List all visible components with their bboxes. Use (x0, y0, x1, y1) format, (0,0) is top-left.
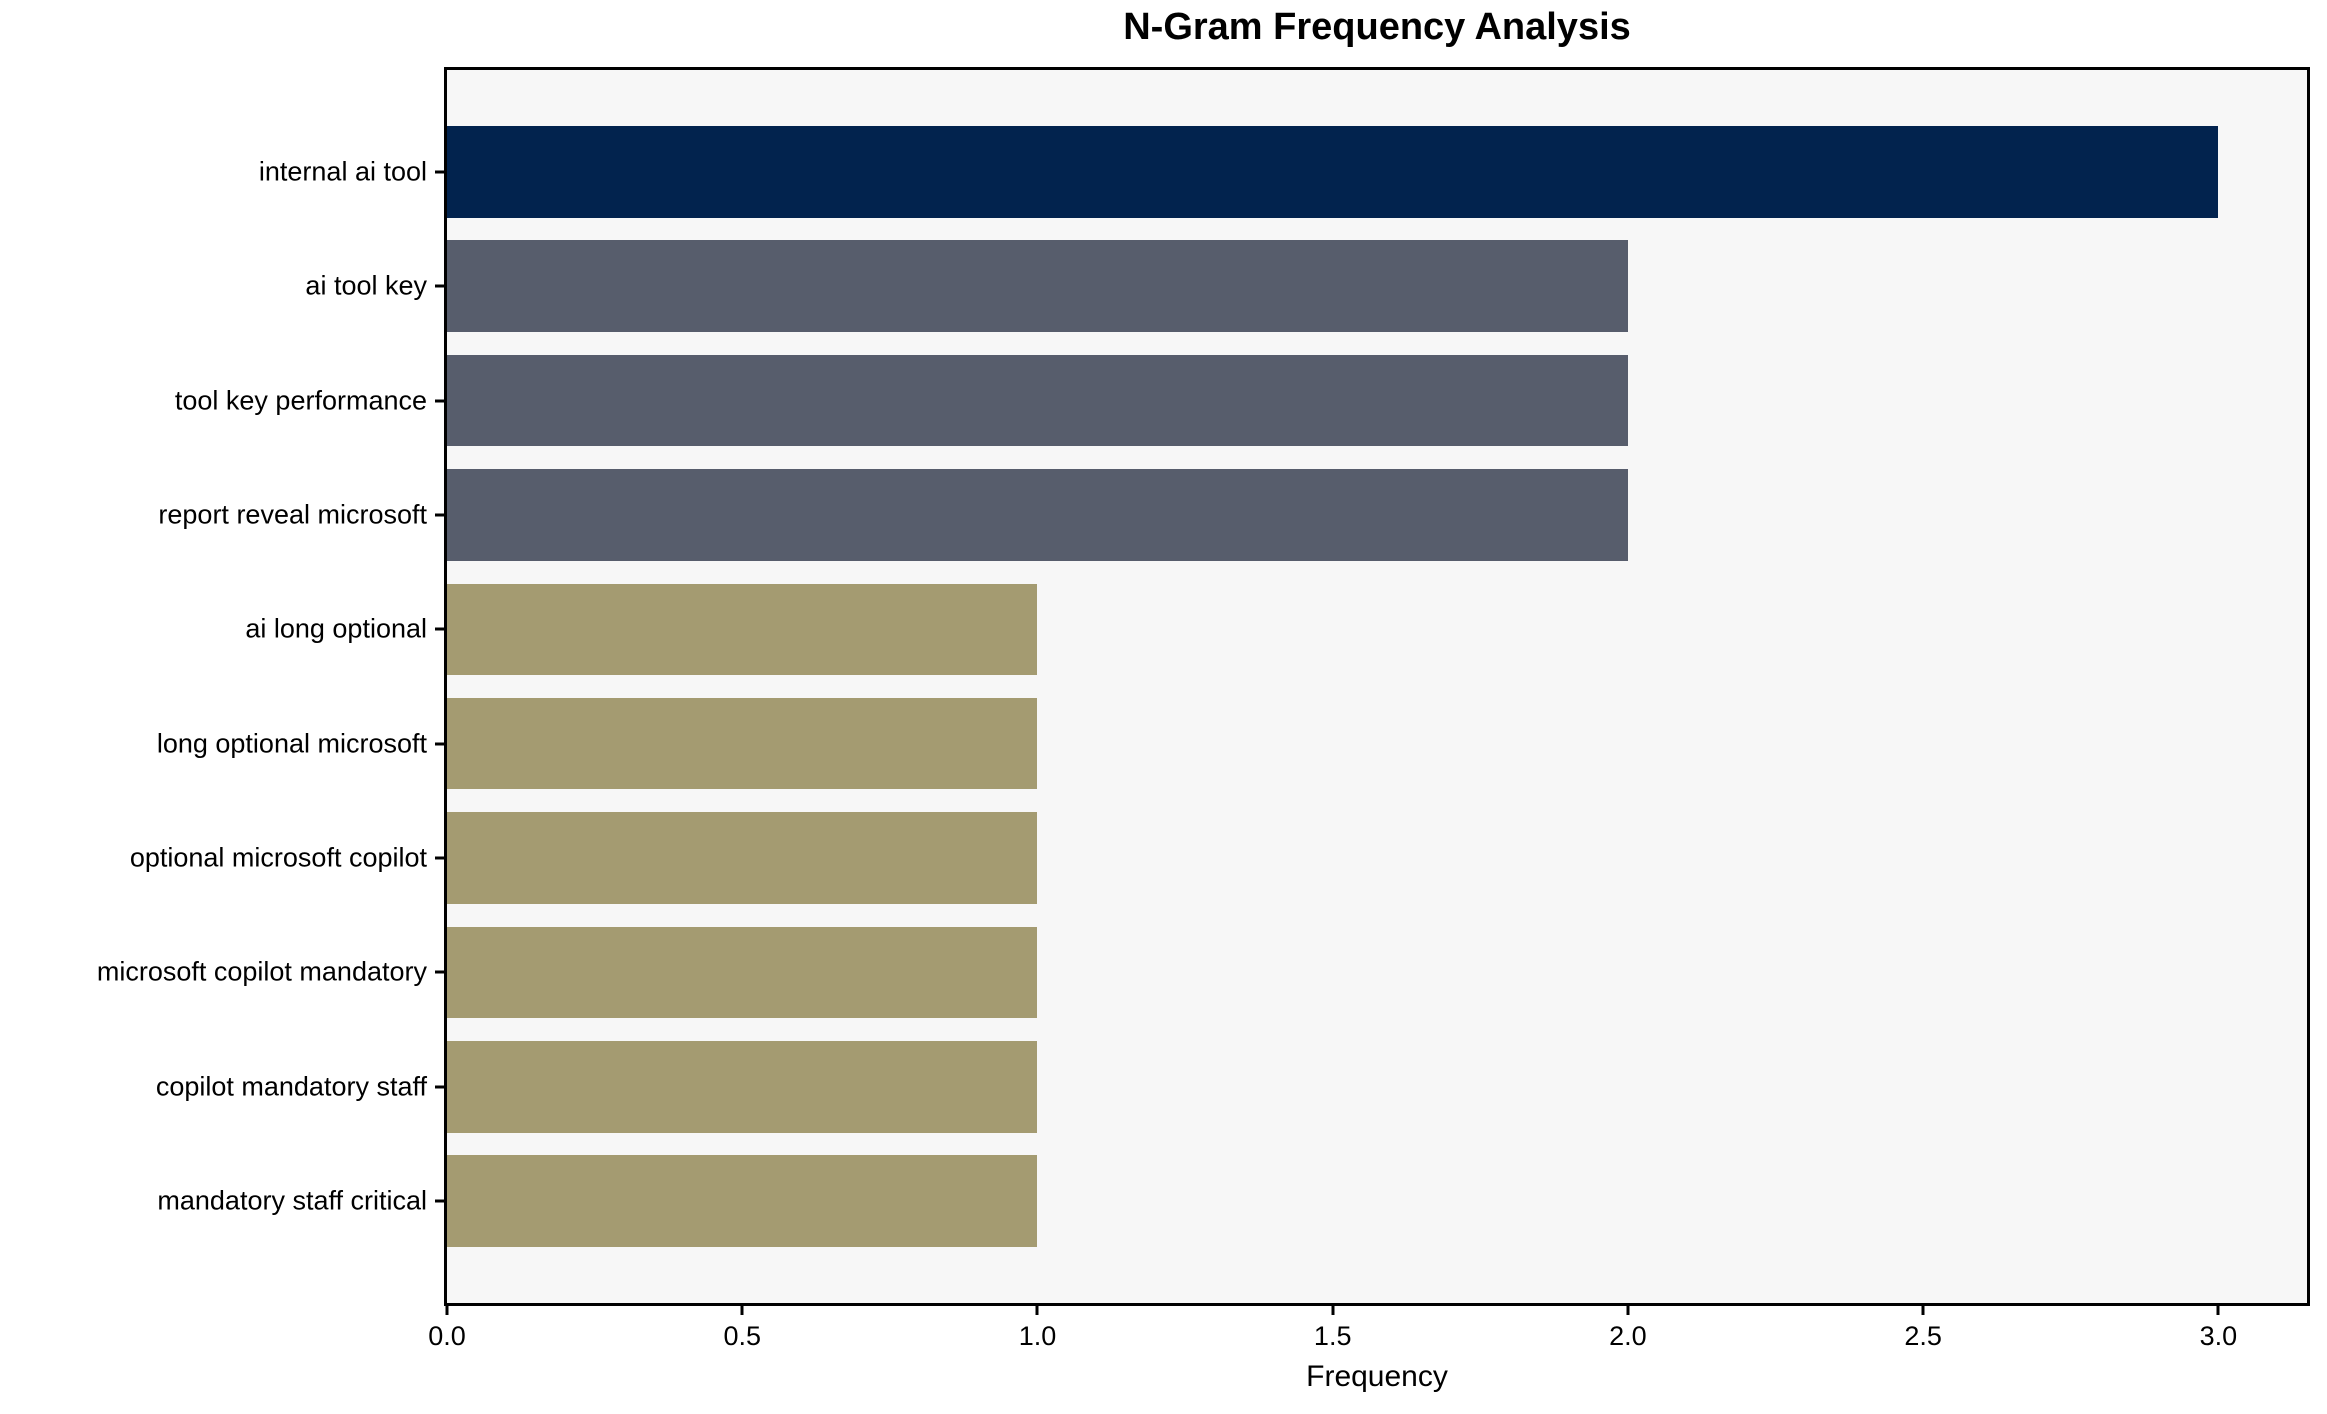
y-tick-mark (435, 627, 447, 631)
bar (447, 354, 1628, 447)
y-tick-label: internal ai tool (258, 156, 427, 187)
x-tick-mark (1921, 1303, 1925, 1315)
y-tick-mark (435, 1085, 447, 1089)
bar (447, 812, 1038, 904)
y-tick-mark (435, 742, 447, 746)
bar (447, 1041, 1038, 1133)
x-tick-label: 0.5 (723, 1321, 762, 1351)
chart-title: N-Gram Frequency Analysis (1123, 6, 1631, 48)
y-tick-label: mandatory staff critical (157, 1185, 427, 1216)
x-tick-mark (740, 1303, 744, 1315)
bar (447, 126, 2219, 218)
x-tick-label: 0.0 (428, 1321, 466, 1351)
y-tick-label: ai tool key (305, 270, 427, 301)
y-tick-label: microsoft copilot mandatory (96, 956, 427, 987)
x-tick-mark (1626, 1303, 1630, 1315)
y-tick-label: tool key performance (174, 385, 427, 416)
x-tick-label: 3.0 (2199, 1321, 2238, 1351)
y-tick-mark (435, 856, 447, 860)
y-tick-mark (435, 970, 447, 974)
y-tick-label: report reveal microsoft (158, 499, 427, 530)
y-tick-mark (435, 284, 447, 288)
y-tick-mark (435, 399, 447, 403)
x-axis-title: Frequency (1306, 1360, 1448, 1393)
bar (447, 240, 1628, 332)
bar (447, 469, 1628, 561)
bar (447, 697, 1038, 790)
x-tick-label: 1.5 (1313, 1321, 1352, 1351)
bar (447, 1155, 1038, 1247)
bar (447, 926, 1038, 1019)
y-tick-label: long optional microsoft (156, 728, 427, 759)
x-tick-mark (1331, 1303, 1335, 1315)
x-tick-mark (2216, 1303, 2220, 1315)
x-tick-label: 1.0 (1018, 1321, 1057, 1351)
bar (447, 583, 1038, 676)
y-tick-label: ai long optional (245, 613, 427, 644)
y-tick-label: copilot mandatory staff (155, 1071, 427, 1102)
x-tick-mark (1035, 1303, 1039, 1315)
y-tick-mark (435, 170, 447, 174)
y-tick-mark (435, 1199, 447, 1203)
x-tick-mark (445, 1303, 449, 1315)
x-tick-label: 2.5 (1904, 1321, 1942, 1351)
x-tick-label: 2.0 (1609, 1321, 1647, 1351)
y-tick-mark (435, 513, 447, 517)
y-tick-label: optional microsoft copilot (129, 842, 427, 873)
